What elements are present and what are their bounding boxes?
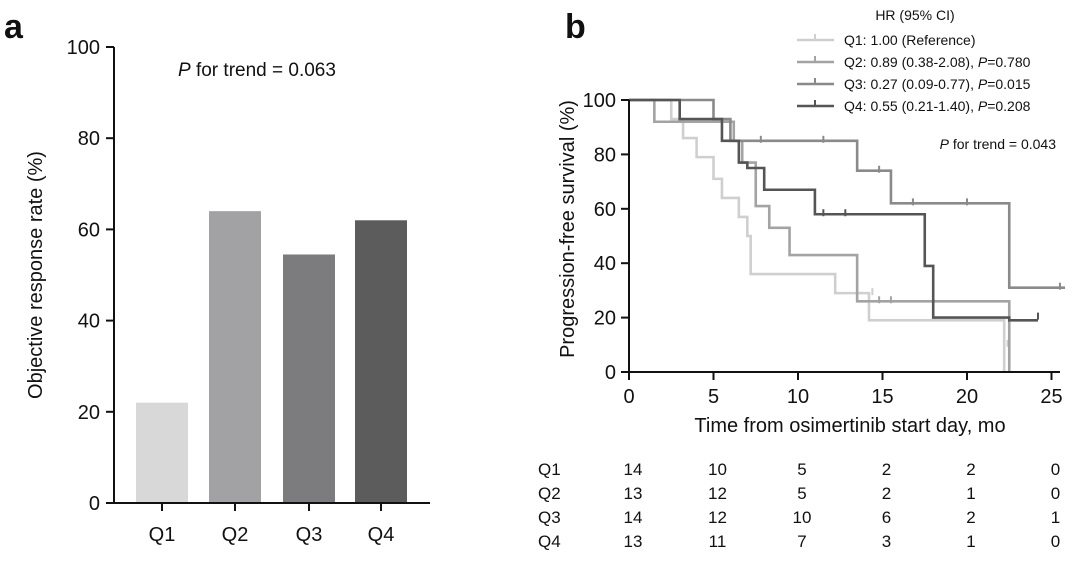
risk-row-label: Q3 [538, 508, 561, 527]
survival-curves [629, 98, 1066, 372]
trend-text: for trend = 0.043 [949, 136, 1056, 152]
curve-q4 [629, 98, 1038, 322]
legend-entry-q2: Q2: 0.89 (0.38-2.08), P=0.780 [844, 54, 1031, 70]
y-tick-label: 0 [605, 362, 616, 384]
y-tick-label: 40 [594, 253, 616, 275]
y-tick-label: 20 [594, 308, 616, 330]
y-axis-ticks: 0 20 40 60 80 100 [67, 37, 114, 515]
y-tick-label: 20 [78, 402, 100, 424]
legend-p-value: =0.780 [987, 54, 1030, 70]
y-tick-label: 80 [78, 128, 100, 150]
trend-p: P [940, 136, 950, 152]
legend-text: Q2: 0.89 (0.38-2.08), [844, 54, 978, 70]
risk-value: 12 [708, 484, 727, 503]
risk-value: 1 [966, 532, 975, 551]
x-tick-label: Q1 [149, 524, 176, 546]
y-tick-label: 60 [78, 219, 100, 241]
y-tick-label: 100 [67, 37, 100, 59]
risk-value: 10 [793, 508, 812, 527]
legend-p: P [978, 76, 988, 92]
legend-entry-q4: Q4: 0.55 (0.21-1.40), P=0.208 [844, 98, 1031, 114]
risk-value: 7 [797, 532, 806, 551]
risk-value: 0 [1051, 532, 1060, 551]
legend-p-value: =0.208 [987, 98, 1030, 114]
risk-row-label: Q2 [538, 484, 561, 503]
risk-value: 5 [797, 460, 806, 479]
y-tick-label: 100 [583, 90, 616, 112]
risk-value: 0 [1051, 460, 1060, 479]
x-tick-label: Q2 [222, 524, 249, 546]
risk-value: 13 [624, 484, 643, 503]
risk-row-label: Q1 [538, 460, 561, 479]
y-tick-label: 40 [78, 311, 100, 333]
risk-value: 2 [966, 508, 975, 527]
x-tick-label: 20 [956, 386, 978, 408]
x-tick-label: 5 [708, 386, 719, 408]
trend-annotation: P for trend = 0.063 [178, 60, 336, 81]
bars [136, 211, 407, 503]
risk-value: 0 [1051, 484, 1060, 503]
risk-value: 10 [708, 460, 727, 479]
legend-p: P [978, 54, 988, 70]
risk-value: 2 [882, 484, 891, 503]
risk-value: 2 [966, 460, 975, 479]
risk-value: 1 [966, 484, 975, 503]
legend-text: Q4: 0.55 (0.21-1.40), [844, 98, 978, 114]
risk-value: 13 [624, 532, 643, 551]
curve-q1 [629, 98, 1006, 372]
trend-text: for trend = 0.063 [191, 60, 336, 81]
y-tick-label: 80 [594, 144, 616, 166]
x-tick-label: 15 [871, 386, 893, 408]
x-tick-label: 25 [1040, 386, 1062, 408]
curve-q3 [629, 98, 1066, 289]
x-tick-label: Q4 [368, 524, 395, 546]
trend-p: P [178, 60, 191, 81]
risk-value: 14 [624, 508, 643, 527]
risk-row-label: Q4 [538, 532, 561, 551]
y-axis-ticks: 0 20 40 60 80 100 [583, 90, 629, 384]
bar-q1 [136, 402, 188, 503]
y-tick-label: 0 [89, 493, 100, 515]
x-tick-label: Q3 [296, 524, 323, 546]
legend-text: Q3: 0.27 (0.09-0.77), [844, 76, 978, 92]
x-tick-label: 0 [623, 386, 634, 408]
x-tick-label: 10 [787, 386, 809, 408]
bar-q2 [209, 211, 261, 503]
risk-value: 6 [882, 508, 891, 527]
y-axis-title: Objective response rate (%) [25, 151, 47, 399]
curve-q2 [629, 98, 1011, 372]
legend-title: HR (95% CI) [875, 7, 954, 23]
x-axis-title: Time from osimertinib start day, mo [694, 415, 1005, 437]
risk-value: 11 [709, 532, 727, 551]
risk-value: 3 [882, 532, 891, 551]
panel-a-bar-chart: a 0 20 40 60 80 100 Q1 Q2 Q3 Q4 Objective respon… [4, 8, 430, 546]
legend-p-value: =0.015 [987, 76, 1030, 92]
x-axis-ticks: Q1 Q2 Q3 Q4 [149, 503, 395, 546]
trend-annotation: P for trend = 0.043 [940, 136, 1057, 152]
y-axis-title: Progression-free survival (%) [557, 100, 579, 358]
risk-value: 14 [624, 460, 643, 479]
risk-value: 12 [708, 508, 727, 527]
risk-value: 2 [882, 460, 891, 479]
legend-p: P [978, 98, 988, 114]
panel-b-label: b [565, 8, 586, 46]
risk-table: Q1 14 10 5 2 2 0Q2 13 12 5 2 1 0Q3 14 12 10 6 2 1Q4 13 11 7 3 1… [538, 460, 1060, 551]
y-tick-label: 60 [594, 199, 616, 221]
legend-entry-q3: Q3: 0.27 (0.09-0.77), P=0.015 [844, 76, 1031, 92]
legend-entry-q1: Q1: 1.00 (Reference) [844, 32, 976, 48]
risk-value: 1 [1051, 508, 1060, 527]
bar-q3 [283, 254, 335, 503]
legend: Q1: 1.00 (Reference) Q2: 0.89 (0.38-2.08)… [797, 32, 1031, 114]
legend-text: Q1: 1.00 (Reference) [844, 32, 976, 48]
panel-a-label: a [4, 8, 24, 46]
bar-q4 [355, 220, 407, 503]
risk-value: 5 [797, 484, 806, 503]
x-axis-ticks: 0 5 10 15 20 25 [623, 372, 1063, 408]
